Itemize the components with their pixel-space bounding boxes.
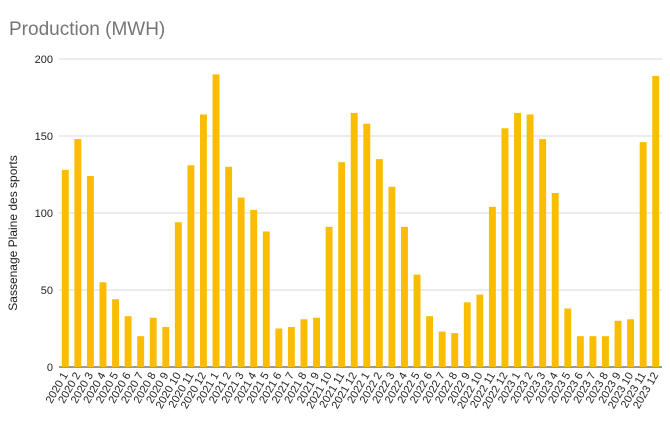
y-tick-labels: 0 50 100 150 200	[35, 54, 53, 374]
bar	[162, 326, 170, 367]
bar	[187, 165, 195, 367]
bar	[61, 169, 69, 367]
bar	[237, 197, 245, 367]
bar	[99, 282, 107, 367]
bar	[375, 159, 383, 367]
bar	[137, 336, 145, 367]
y-tick-label: 150	[35, 131, 53, 143]
bar	[124, 316, 132, 367]
bar	[262, 231, 270, 367]
bar	[413, 274, 421, 367]
bar	[363, 123, 371, 368]
bar	[300, 319, 308, 367]
bar	[401, 226, 408, 367]
y-axis-label: Sassenage Plaine des sports	[6, 155, 20, 310]
bar	[313, 317, 320, 367]
bar	[86, 176, 94, 367]
bar	[426, 316, 434, 367]
bar	[225, 166, 233, 367]
y-tick-label: 50	[41, 285, 53, 297]
bar	[463, 302, 471, 367]
y-tick-label: 0	[47, 362, 53, 374]
bar	[250, 209, 258, 367]
bar	[451, 333, 459, 367]
chart-title: Production (MWH)	[9, 19, 166, 40]
bar	[639, 142, 647, 367]
bar	[325, 226, 333, 367]
bar	[438, 331, 446, 367]
bar	[576, 336, 584, 367]
bar	[602, 336, 609, 367]
bar	[476, 294, 484, 367]
bar	[614, 320, 622, 367]
bar	[174, 222, 182, 367]
bar	[149, 317, 157, 367]
bar	[539, 139, 547, 367]
bar	[564, 308, 572, 367]
bar	[526, 114, 534, 367]
bar	[74, 139, 82, 367]
bar	[287, 326, 295, 367]
bar	[589, 336, 597, 367]
bar	[488, 206, 496, 367]
bar	[551, 192, 559, 367]
bars	[61, 74, 660, 368]
bar	[652, 75, 660, 367]
bar	[212, 74, 220, 368]
bar	[501, 128, 509, 367]
y-tick-label: 200	[35, 54, 53, 66]
bar	[350, 112, 358, 368]
bar	[338, 162, 346, 367]
bar	[275, 328, 283, 367]
bar	[200, 114, 207, 367]
gridlines	[59, 58, 662, 368]
bar	[388, 186, 396, 367]
bar	[514, 112, 521, 368]
y-tick-label: 100	[35, 208, 53, 220]
bar	[112, 299, 119, 367]
bar	[627, 319, 635, 367]
